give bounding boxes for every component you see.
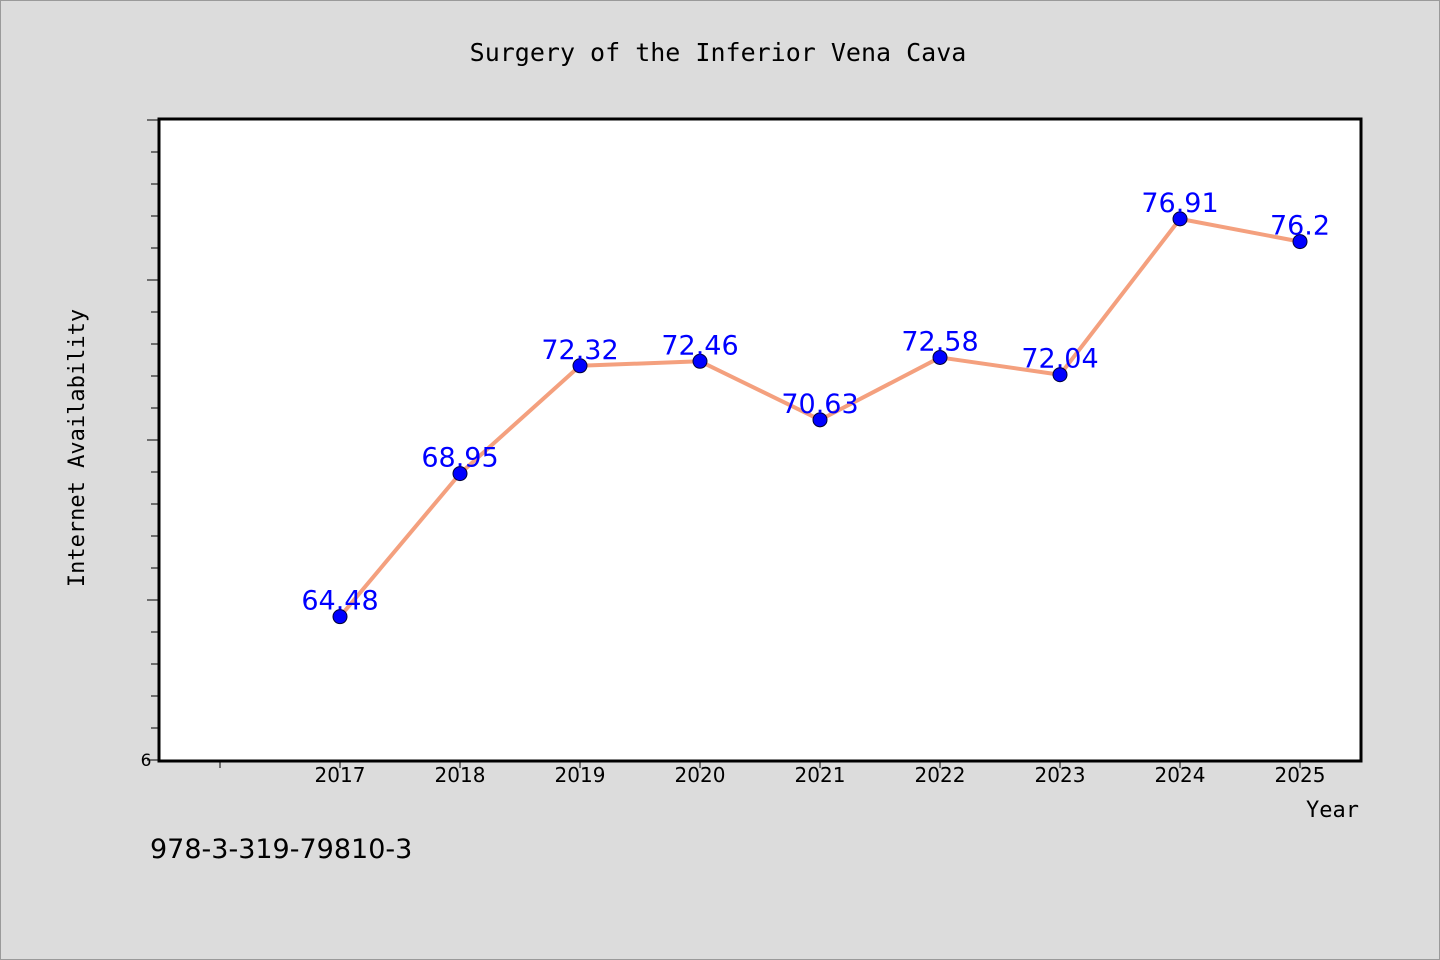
x-tick-label: 2025 xyxy=(1275,763,1326,787)
x-tick-label: 2017 xyxy=(315,763,366,787)
y-tick-label: 6 xyxy=(141,751,152,771)
data-value-label: 72.46 xyxy=(661,330,738,361)
data-point xyxy=(452,466,468,482)
plot-area xyxy=(157,117,1363,763)
chart-title: Surgery of the Inferior Vena Cava xyxy=(470,38,967,67)
data-point xyxy=(692,353,708,369)
x-tick-label: 2024 xyxy=(1155,763,1206,787)
x-tick-label: 2021 xyxy=(795,763,846,787)
data-value-label: 68.95 xyxy=(421,443,498,474)
data-value-label: 72.32 xyxy=(541,335,618,366)
y-axis-ticks xyxy=(147,119,159,761)
data-value-labels: 64.48 68.95 72.32 72.46 70.63 72.58 72.04 76.91… xyxy=(301,188,1330,617)
data-point xyxy=(1052,367,1068,383)
x-tick-label: 2022 xyxy=(915,763,966,787)
x-axis-label: Year xyxy=(1306,798,1359,823)
data-value-label: 76.2 xyxy=(1270,211,1330,242)
isbn-caption: 978-3-319-79810-3 xyxy=(150,834,413,865)
x-axis-ticks: 2017 2018 2019 2020 2021 2022 2023 2024 2025 xyxy=(219,760,1326,787)
data-point xyxy=(332,609,348,625)
data-point xyxy=(1172,211,1188,227)
data-point xyxy=(572,358,588,374)
data-value-label: 72.58 xyxy=(901,326,978,357)
data-markers xyxy=(332,211,1308,625)
data-value-label: 72.04 xyxy=(1021,344,1098,375)
data-point xyxy=(932,349,948,365)
data-value-label: 70.63 xyxy=(781,389,858,420)
x-tick-label: 2020 xyxy=(675,763,726,787)
y-axis-label: Internet Availability xyxy=(65,309,90,587)
x-tick-label: 2019 xyxy=(555,763,606,787)
data-point xyxy=(1292,234,1308,250)
data-value-label: 76.91 xyxy=(1141,188,1218,219)
x-tick-label: 2018 xyxy=(435,763,486,787)
data-point xyxy=(812,412,828,428)
x-tick-label: 2023 xyxy=(1035,763,1086,787)
data-value-label: 64.48 xyxy=(301,586,378,617)
